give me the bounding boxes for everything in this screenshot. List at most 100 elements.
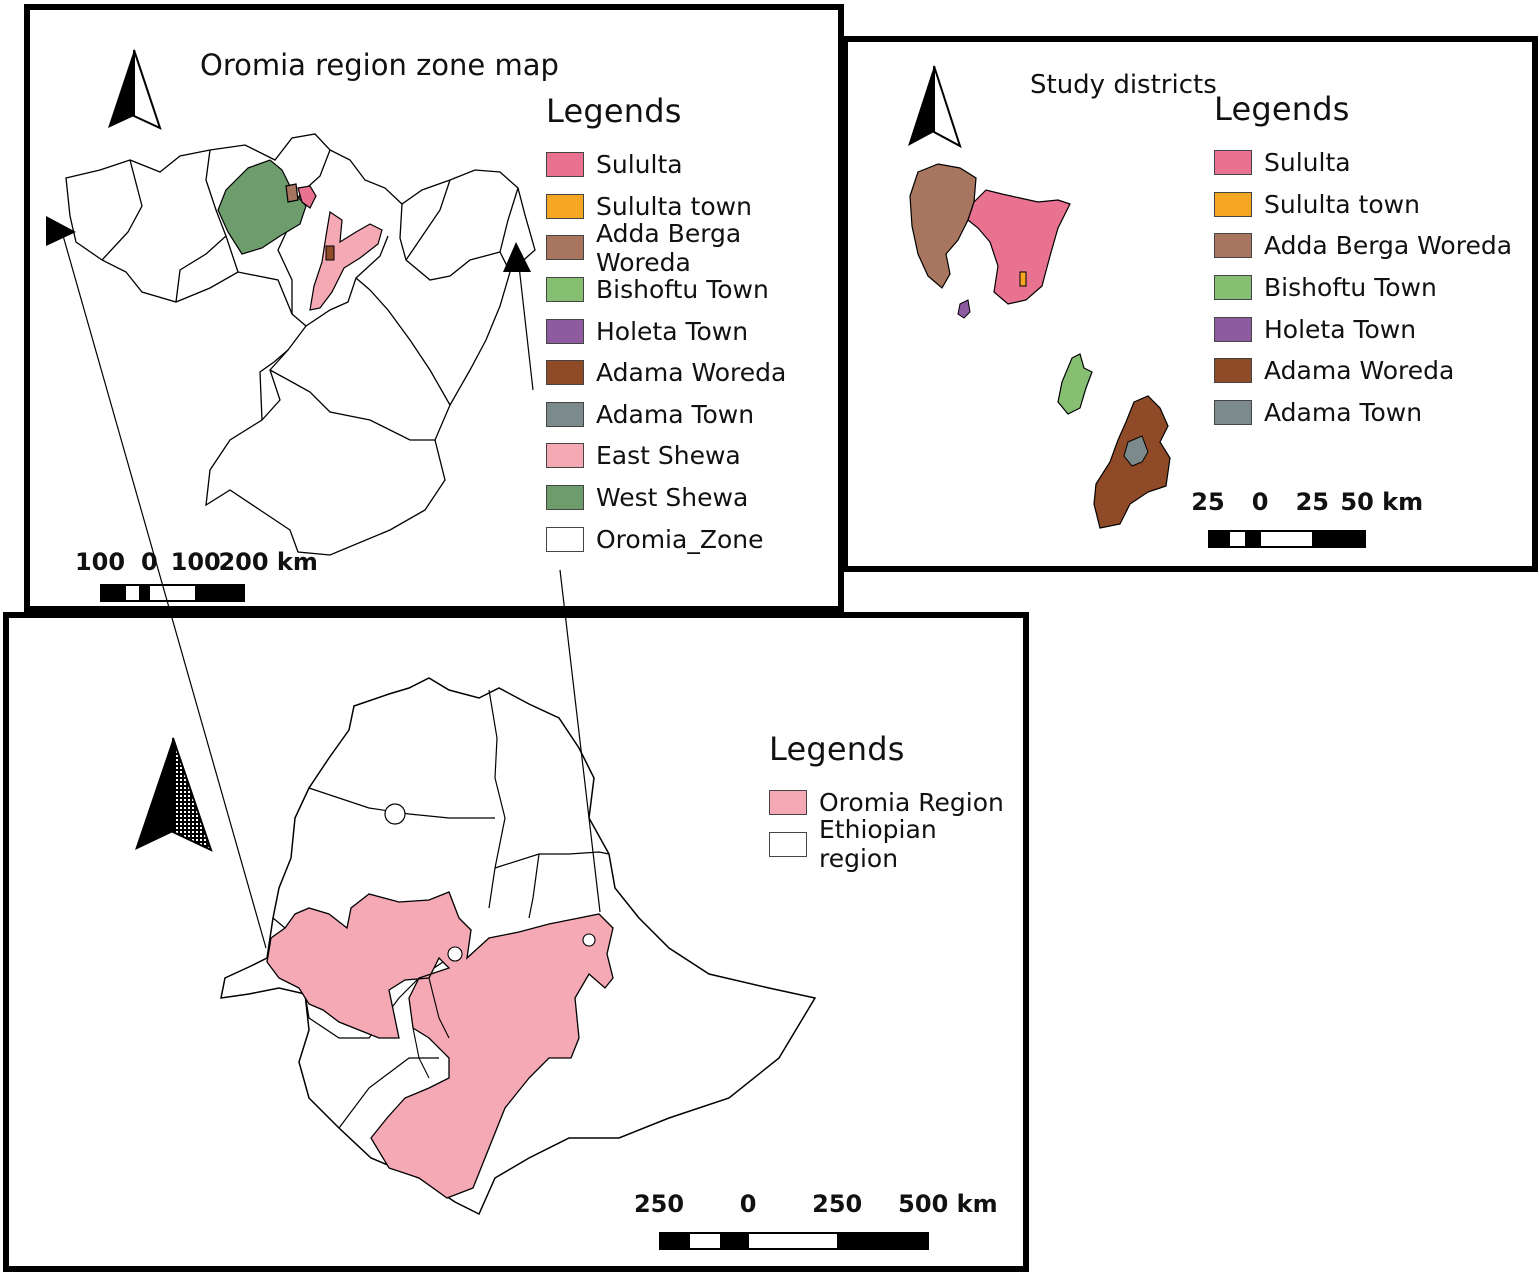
ethiopia-scale-bar: 250 0 250 500 km (634, 1190, 998, 1250)
legend-swatch (769, 790, 807, 816)
study-map-legend: Legends Sululta Sululta town Adda Berga Wo… (1214, 90, 1512, 433)
legend-label: Holeta Town (1264, 314, 1417, 344)
scale-bar-graphic (1208, 530, 1366, 548)
scale-label: 25 (1191, 488, 1225, 516)
adama-town-district (1123, 435, 1149, 467)
legend-label: Adama Woreda (1264, 356, 1455, 386)
zone-map-panel: Oromia region zone map Legends Sululta Su… (24, 4, 844, 612)
north-arrow-icon (108, 49, 162, 130)
legend-item: Adda Berga Woreda (546, 219, 838, 277)
legend-item: West Shewa (546, 477, 838, 519)
sululta-town-district (1019, 271, 1027, 287)
legend-swatch (546, 318, 584, 344)
zone-map-legend: Legends Sululta Sululta town Adda Berga Wo… (546, 92, 838, 560)
west-shewa-zone (217, 159, 307, 255)
legend-label: Sululta (596, 150, 683, 180)
adda-berga-zone-area (285, 183, 299, 203)
legend-label: Adama Town (596, 399, 755, 429)
legend-swatch (546, 526, 584, 552)
legend-label: Bishoftu Town (596, 275, 769, 305)
legend-item: Holeta Town (1214, 308, 1512, 350)
legend-item: Oromia_Zone (546, 518, 838, 560)
legend-label: East Shewa (596, 441, 741, 471)
legend-swatch (1214, 316, 1252, 342)
zone-map-title: Oromia region zone map (200, 48, 559, 82)
zone-legend-title: Legends (546, 92, 682, 130)
scale-label: 250 (633, 1190, 685, 1218)
enclave-region (384, 803, 406, 825)
legend-item: Bishoftu Town (1214, 267, 1512, 309)
study-map-canvas (908, 65, 1171, 529)
legend-item: Sululta town (546, 186, 838, 228)
legend-label: Adama Town (1264, 397, 1423, 427)
legend-label: Sululta (1264, 148, 1351, 178)
scale-label: 100 (74, 548, 126, 576)
legend-item: Oromia Region (769, 782, 1023, 824)
legend-item: Sululta (1214, 142, 1512, 184)
legend-item: Adda Berga Woreda (1214, 225, 1512, 267)
legend-item: Holeta Town (546, 310, 838, 352)
legend-swatch (1214, 233, 1252, 259)
scale-bar-graphic (100, 584, 245, 602)
adda-berga-district (909, 163, 977, 289)
legend-label: Sululta town (1264, 189, 1420, 219)
study-legend-items: Sululta Sululta town Adda Berga Woreda Bish… (1214, 142, 1512, 433)
zone-scale-bar: 100 0 100 200 km (75, 548, 318, 602)
ethiopia-legend-title: Legends (769, 730, 905, 768)
legend-label: Oromia_Zone (596, 524, 764, 554)
legend-swatch (546, 277, 584, 303)
legend-swatch (546, 152, 584, 178)
legend-item: Bishoftu Town (546, 269, 838, 311)
study-map-panel: Study districts Legends Sululta Sululta t… (842, 36, 1538, 572)
ethiopia-map-legend: Legends Oromia Region Ethiopian region (769, 730, 1023, 873)
enclave-region (447, 946, 463, 962)
legend-swatch (1214, 358, 1252, 384)
legend-item: Ethiopian region (769, 815, 1023, 873)
legend-item: Adama Woreda (1214, 350, 1512, 392)
scale-label: 50 km (1340, 488, 1424, 516)
zone-boundary (399, 179, 519, 281)
scale-label: 200 km (218, 548, 318, 576)
scale-labels: 100 0 100 200 km (75, 548, 318, 576)
legend-swatch (546, 485, 584, 511)
adama-zone-area (325, 245, 335, 261)
legend-label: West Shewa (596, 483, 749, 513)
legend-swatch (546, 235, 584, 261)
legend-swatch (546, 401, 584, 427)
zone-legend-items: Sululta Sululta town Adda Berga Woreda Bish… (546, 144, 838, 560)
scale-label: 0 (739, 1190, 757, 1218)
legend-swatch (546, 443, 584, 469)
legend-swatch (1214, 191, 1252, 217)
legend-swatch (769, 831, 807, 857)
legend-swatch (1214, 150, 1252, 176)
scale-label: 25 (1295, 488, 1329, 516)
legend-swatch (1214, 275, 1252, 301)
legend-label: Holeta Town (596, 316, 749, 346)
east-shewa-zone (309, 210, 383, 311)
legend-swatch (546, 193, 584, 219)
zone-boundary (305, 235, 451, 406)
legend-label: Sululta town (596, 191, 752, 221)
region-boundary (412, 977, 450, 1079)
scale-labels: 250 0 250 500 km (634, 1190, 998, 1218)
scale-labels: 25 0 25 50 km (1191, 488, 1423, 516)
scale-label: 0 (1251, 488, 1269, 516)
study-scale-bar: 25 0 25 50 km (1191, 488, 1423, 548)
bishoftu-town-district (1057, 353, 1093, 415)
scale-bar-graphic (659, 1232, 929, 1250)
legend-swatch (546, 360, 584, 386)
holeta-town-district (957, 299, 971, 319)
legend-item: Sululta town (1214, 184, 1512, 226)
ethiopia-map-panel: Legends Oromia Region Ethiopian region 25… (3, 612, 1029, 1272)
scale-label: 0 (140, 548, 158, 576)
scale-label: 100 (170, 548, 221, 576)
legend-item: Adama Woreda (546, 352, 838, 394)
north-arrow-icon (908, 65, 962, 149)
scale-label: 500 km (898, 1190, 998, 1218)
legend-item: Adama Town (1214, 392, 1512, 434)
study-legend-title: Legends (1214, 90, 1350, 128)
sululta-zone-area (297, 185, 317, 209)
legend-label: Adda Berga Woreda (596, 218, 742, 277)
legend-label: Adama Woreda (596, 358, 787, 388)
ethiopia-map-canvas (135, 677, 817, 1216)
